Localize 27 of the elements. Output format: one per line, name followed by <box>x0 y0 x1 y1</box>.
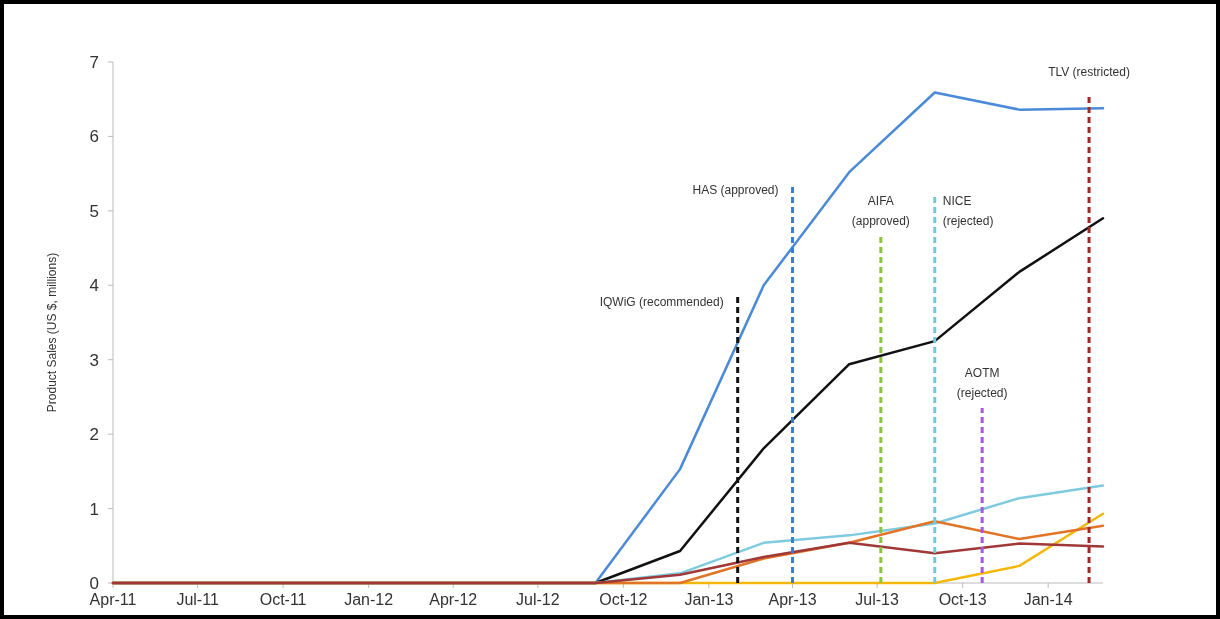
ref-line-label: IQWiG (recommended) <box>599 295 724 309</box>
y-axis-title: Product Sales (US $, millions) <box>45 252 59 413</box>
ref-line-label: NICE (rejected) <box>942 194 994 228</box>
y-tick-label: 0 <box>89 573 99 593</box>
x-tick-label: Oct-13 <box>938 591 987 608</box>
ref-line-label: AIFA (approved) <box>851 194 910 228</box>
y-tick-label: 2 <box>89 425 99 445</box>
x-tick-label: Jan-14 <box>1023 591 1073 608</box>
x-tick-label: Jan-12 <box>344 591 394 608</box>
x-tick-label: Jan-13 <box>684 591 734 608</box>
y-tick-label: 3 <box>89 350 99 370</box>
x-tick-label: Apr-13 <box>768 591 817 608</box>
y-tick-label: 4 <box>89 276 99 296</box>
x-tick-label: Apr-12 <box>429 591 478 608</box>
y-tick-label: 1 <box>89 499 99 519</box>
x-tick-label: Jul-11 <box>176 591 219 608</box>
y-tick-label: 5 <box>89 201 99 221</box>
y-tick-label: 6 <box>89 127 99 147</box>
ref-line-label: AOTM (rejected) <box>956 366 1008 400</box>
x-tick-label: Jul-12 <box>516 591 560 608</box>
x-tick-label: Oct-11 <box>259 591 307 608</box>
ref-line-label: TLV (restricted) <box>1048 65 1130 79</box>
ref-line-label: HAS (approved) <box>692 183 779 197</box>
x-tick-label: Jul-13 <box>855 591 899 608</box>
x-tick-label: Apr-11 <box>89 591 137 608</box>
y-tick-label: 7 <box>89 52 99 72</box>
x-tick-label: Oct-12 <box>599 591 648 608</box>
